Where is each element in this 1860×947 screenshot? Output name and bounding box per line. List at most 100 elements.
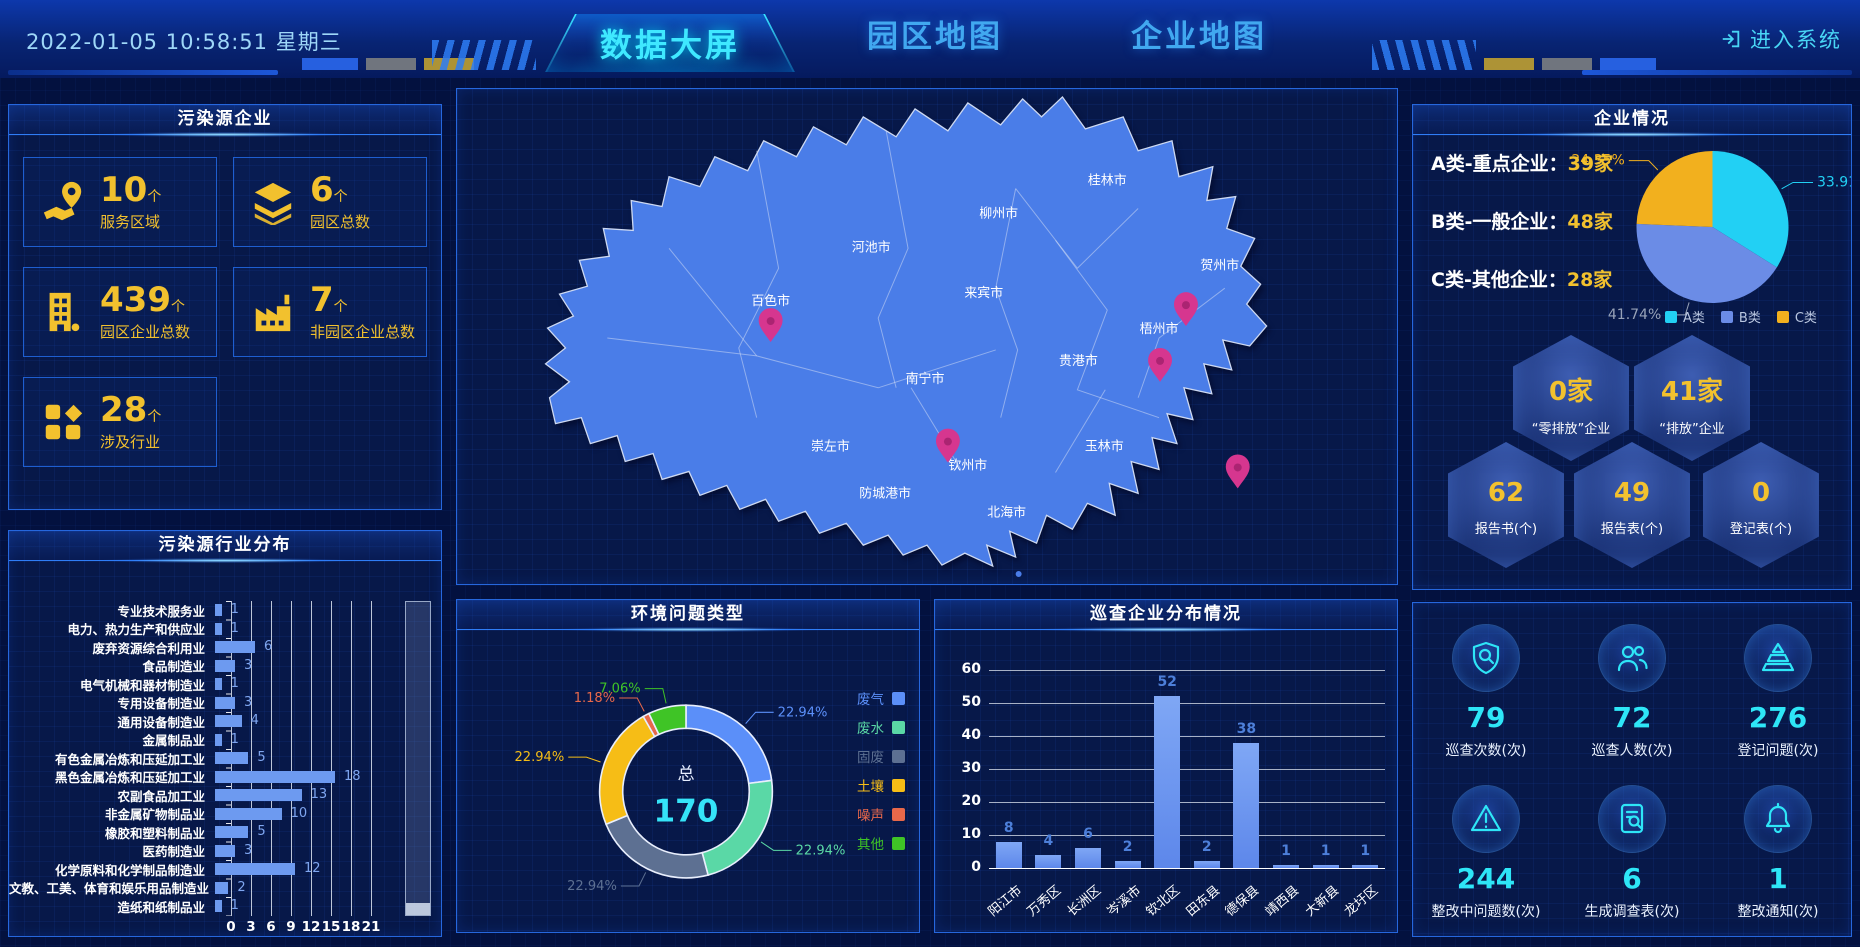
factory-icon <box>250 289 296 335</box>
city-border-line <box>1055 389 1106 473</box>
column-category-label: 钦北区 <box>1143 883 1184 920</box>
legend-item[interactable]: 其他 <box>857 833 905 853</box>
center-column: 河池市 桂林市 柳州市 贺州市 百色市 来宾市 梧州市 贵港市 南宁市 崇左市 玉林市 钦州市 防城港市… <box>456 86 1398 937</box>
bar-zone: 1 <box>215 675 441 694</box>
city-border-line <box>1137 287 1226 398</box>
left-column: 污染源企业 10个 服务区域 6个 园区总数 439个 园区企业总数 7个 非园区企业总数 28… <box>8 86 442 937</box>
gridline <box>251 601 252 916</box>
label-leader <box>568 756 601 763</box>
bar-row: 非金属矿物制品业 10 <box>9 805 441 824</box>
bar-zone: 18 <box>215 768 441 787</box>
shield-search-icon <box>1453 625 1519 691</box>
legend-item[interactable]: 废水 <box>857 717 905 737</box>
pyramid-icon <box>1745 625 1811 691</box>
bar-zone: 2 <box>215 879 441 898</box>
tab-label: 园区地图 <box>867 19 1003 55</box>
hexagon-stats: 0家 “零排放”企业 41家 “排放”企业 62 报告书(个) 49 报告表(个) 0 登记表(个… <box>1413 331 1851 589</box>
decor-rect-blue-right <box>1600 58 1656 70</box>
legend-item[interactable]: 土壤 <box>857 775 905 795</box>
bar-row: 黑色金属冶炼和压延加工业 18 <box>9 768 441 787</box>
label-leader <box>644 688 667 704</box>
legend-swatch <box>1776 310 1789 323</box>
bar <box>215 733 222 746</box>
kpi-value: 72 <box>1612 701 1652 734</box>
pin-hole <box>1233 463 1242 472</box>
legend-item[interactable]: C类 <box>1776 307 1817 326</box>
enterprise-class-label: C类-其他企业： <box>1431 269 1567 291</box>
enterprise-class-value: 28家 <box>1566 269 1613 291</box>
map-pin[interactable] <box>758 308 783 342</box>
chart-scroll-slider[interactable] <box>405 601 431 916</box>
hexagon-label: 登记表(个) <box>1729 522 1793 537</box>
bar-value: 3 <box>244 842 253 858</box>
bar-category-label: 农副食品加工业 <box>117 788 205 804</box>
y-tick-label: 20 <box>961 793 981 809</box>
industry-distribution-panel: 污染源行业分布 专业技术服务业 1 电力、热力生产和供应业 1 废弃资源综合利用业 6 食品… <box>8 530 442 937</box>
tab-label: 数据大屏 <box>599 26 740 64</box>
legend-item[interactable]: B类 <box>1720 307 1761 326</box>
map-pin[interactable] <box>935 428 960 463</box>
kpi-item: 1 整改通知(次) <box>1705 786 1851 921</box>
enter-system-link[interactable]: 进入系统 <box>1720 24 1842 54</box>
city-label: 贺州市 <box>1200 257 1239 273</box>
map-pin[interactable] <box>1174 292 1198 327</box>
enterprise-class-label: A类-重点企业： <box>1431 153 1568 175</box>
pie-slice-C类 <box>1636 151 1713 227</box>
legend-item[interactable]: 固废 <box>857 746 905 766</box>
province-outline <box>544 95 1268 568</box>
bar-category-label: 废弃资源综合利用业 <box>92 640 205 656</box>
enterprise-class-row: B类-一般企业：48家 <box>1431 207 1613 234</box>
bar-zone: 3 <box>215 657 441 676</box>
column-bar <box>1075 848 1101 868</box>
column-category-label: 靖西县 <box>1262 883 1303 920</box>
bar-category-label: 通用设备制造业 <box>117 714 205 730</box>
gridline <box>331 601 332 916</box>
gridline <box>989 802 1385 803</box>
tab-edge <box>763 14 795 72</box>
tab-enterprise-map[interactable]: 企业地图 <box>1131 11 1267 56</box>
bar <box>215 900 222 912</box>
bar-row: 专用设备制造业 3 <box>9 694 441 713</box>
map-pin[interactable] <box>1148 347 1173 382</box>
stat-unit: 个 <box>147 188 162 205</box>
axis-tick-label: 9 <box>286 919 296 935</box>
tab-park-map[interactable]: 园区地图 <box>867 11 1003 56</box>
city-border-line <box>1015 188 1139 270</box>
stat-label: 园区企业总数 <box>100 322 191 341</box>
legend-label: C类 <box>1794 311 1817 326</box>
legend-item[interactable]: 噪声 <box>857 804 905 824</box>
bar <box>215 807 282 820</box>
legend-item[interactable]: A类 <box>1665 307 1705 326</box>
decor-stripes-right <box>1372 40 1476 70</box>
kpi-item: 79 巡查次数(次) <box>1413 625 1559 760</box>
column-category-label: 阳江市 <box>985 883 1026 920</box>
legend-label: 噪声 <box>857 808 884 824</box>
stat-card: 6个 园区总数 <box>233 157 427 247</box>
donut-percent-label: 22.94% <box>778 705 828 720</box>
bar-value: 3 <box>244 694 253 710</box>
bar-row: 食品制造业 3 <box>9 657 441 676</box>
bar-category-label: 非金属矿物制品业 <box>104 807 205 823</box>
donut-legend: 废气废水固废土壤噪声其他 <box>857 688 905 853</box>
tab-data-screen[interactable]: 数据大屏 <box>545 14 795 72</box>
pin-hole <box>1156 356 1165 365</box>
bar-value: 5 <box>257 824 266 839</box>
legend-swatch <box>892 836 905 850</box>
pie-legend: A类 B类 C类 <box>1665 307 1817 326</box>
column-bar <box>1233 742 1260 868</box>
login-arrow-icon <box>1722 30 1740 48</box>
city-border-line <box>1055 240 1160 419</box>
users-icon <box>1599 625 1665 691</box>
kpi-label: 整改中问题数(次) <box>1431 904 1541 920</box>
pin-hole <box>766 317 775 326</box>
bar-row: 橡胶和塑料制品业 5 <box>9 823 441 842</box>
stat-value: 10个 <box>100 169 162 210</box>
bar-zone: 12 <box>215 860 441 879</box>
slider-handle[interactable] <box>406 903 430 915</box>
map-pin[interactable] <box>1225 454 1250 489</box>
bar-row: 电气机械和器材制造业 1 <box>9 675 441 694</box>
legend-item[interactable]: 废气 <box>857 688 905 708</box>
enter-system-label: 进入系统 <box>1750 28 1842 52</box>
bar-row: 专业技术服务业 1 <box>9 601 441 620</box>
